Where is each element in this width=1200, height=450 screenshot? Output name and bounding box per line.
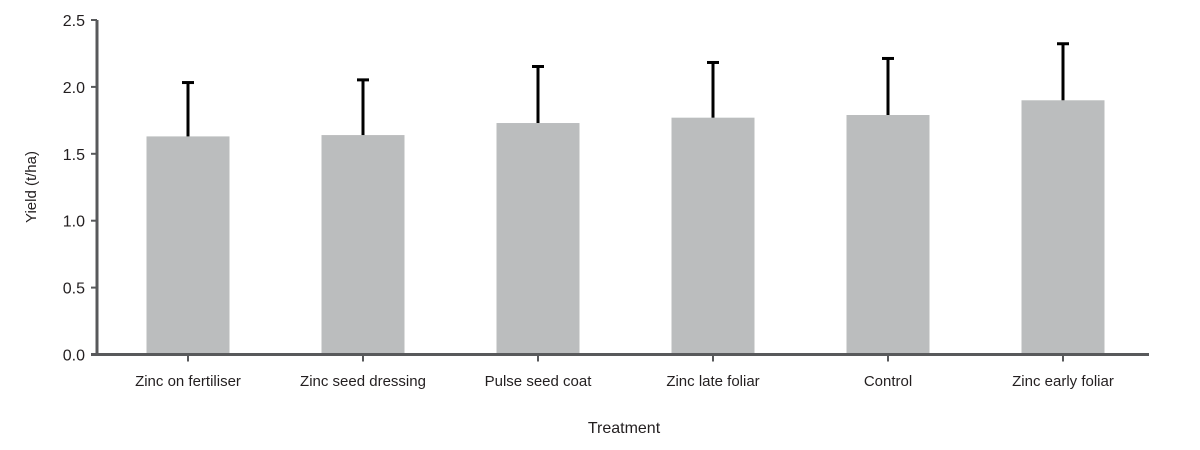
bars — [146, 42, 1105, 353]
bar — [496, 123, 580, 353]
y-tick-label: 1.5 — [63, 147, 85, 164]
x-tick-label: Zinc seed dressing — [300, 373, 426, 390]
x-tick-label: Control — [864, 373, 912, 390]
y-tick-label: 0.0 — [63, 348, 85, 365]
x-axis-label: Treatment — [588, 420, 661, 437]
y-tick-label: 0.5 — [63, 281, 85, 298]
y-tick-label: 2.5 — [63, 13, 85, 30]
axes: 0.0 0.5 1.0 1.5 2.0 2.5 Zinc on fertiliser Zinc… — [63, 13, 1149, 390]
x-tick-label: Zinc on fertiliser — [135, 373, 241, 390]
x-tick-label: Zinc late foliar — [666, 373, 759, 390]
bar — [146, 136, 230, 353]
y-tick-label: 1.0 — [63, 214, 85, 231]
bar — [321, 135, 405, 353]
y-tick-label: 2.0 — [63, 80, 85, 97]
bar — [846, 114, 930, 353]
x-tick-label: Zinc early foliar — [1012, 373, 1114, 390]
bar — [1021, 100, 1105, 353]
x-tick-label: Pulse seed coat — [485, 373, 593, 390]
bar — [671, 117, 755, 353]
y-axis-label: Yield (t/ha) — [23, 151, 40, 223]
